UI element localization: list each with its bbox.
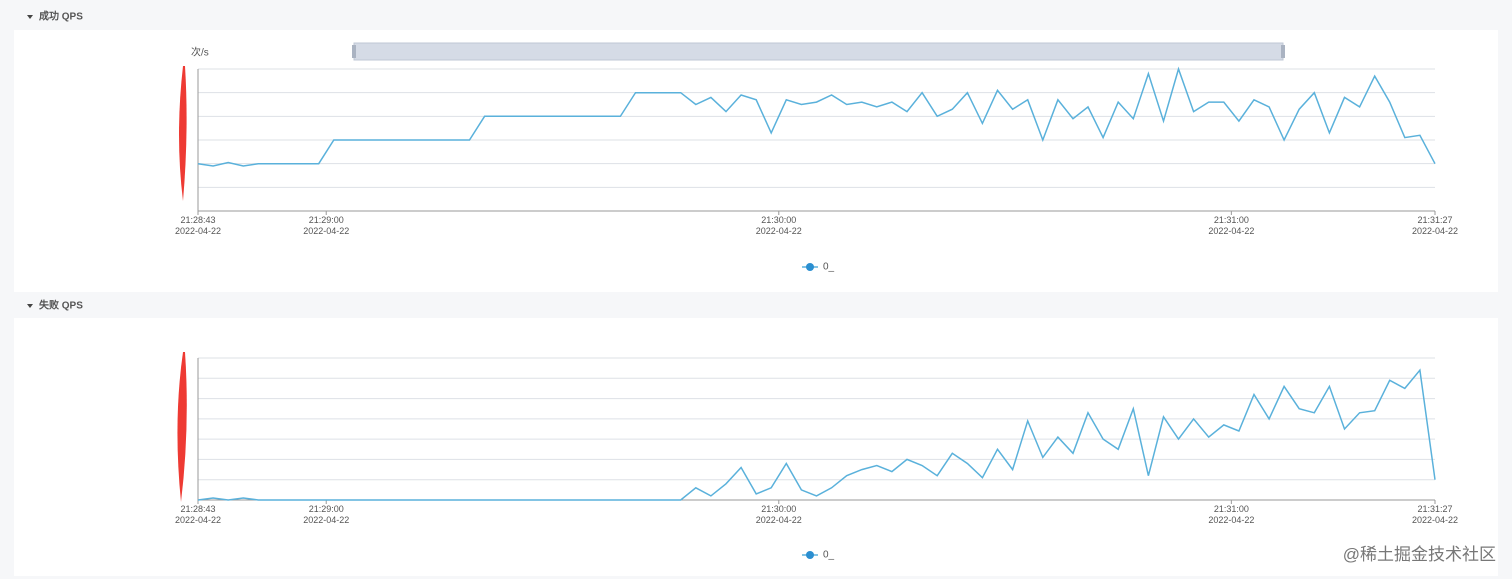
x-tick-label: 21:29:00 2022-04-22 xyxy=(303,215,350,236)
panel xyxy=(14,30,1498,292)
y-axis-unit: 次/s xyxy=(191,46,209,59)
legend-marker xyxy=(806,551,814,559)
collapse-icon[interactable] xyxy=(27,15,33,19)
x-tick-label: 21:30:00 2022-04-22 xyxy=(755,215,802,236)
x-tick-label: 21:31:27 2022-04-22 xyxy=(1411,504,1459,525)
line-series xyxy=(197,368,1436,501)
redaction xyxy=(179,66,187,201)
panel-title: 失败 QPS xyxy=(39,299,83,312)
legend-label: 0_ xyxy=(823,262,835,273)
x-tick-label: 21:29:00 2022-04-22 xyxy=(303,504,350,525)
zoom-handle[interactable] xyxy=(1281,45,1285,58)
x-tick-label: 21:28:43 2022-04-22 xyxy=(174,504,222,525)
x-tick-label: 21:28:43 2022-04-22 xyxy=(174,215,222,236)
panel-title: 成功 QPS xyxy=(39,10,83,23)
x-tick-label: 21:31:00 2022-04-22 xyxy=(1208,215,1255,236)
x-tick-label: 21:31:00 2022-04-22 xyxy=(1208,504,1255,525)
watermark: @稀土掘金技术社区 xyxy=(1342,545,1496,564)
x-tick-label: 21:31:27 2022-04-22 xyxy=(1411,215,1459,236)
line-series xyxy=(197,66,1436,167)
redaction xyxy=(177,352,187,502)
zoom-slider[interactable] xyxy=(353,42,1284,61)
legend-label: 0_ xyxy=(823,550,835,561)
panel xyxy=(14,318,1498,576)
collapse-icon[interactable] xyxy=(27,304,33,308)
zoom-handle[interactable] xyxy=(352,45,356,58)
x-tick-label: 21:30:00 2022-04-22 xyxy=(755,504,802,525)
legend-marker xyxy=(806,263,814,271)
